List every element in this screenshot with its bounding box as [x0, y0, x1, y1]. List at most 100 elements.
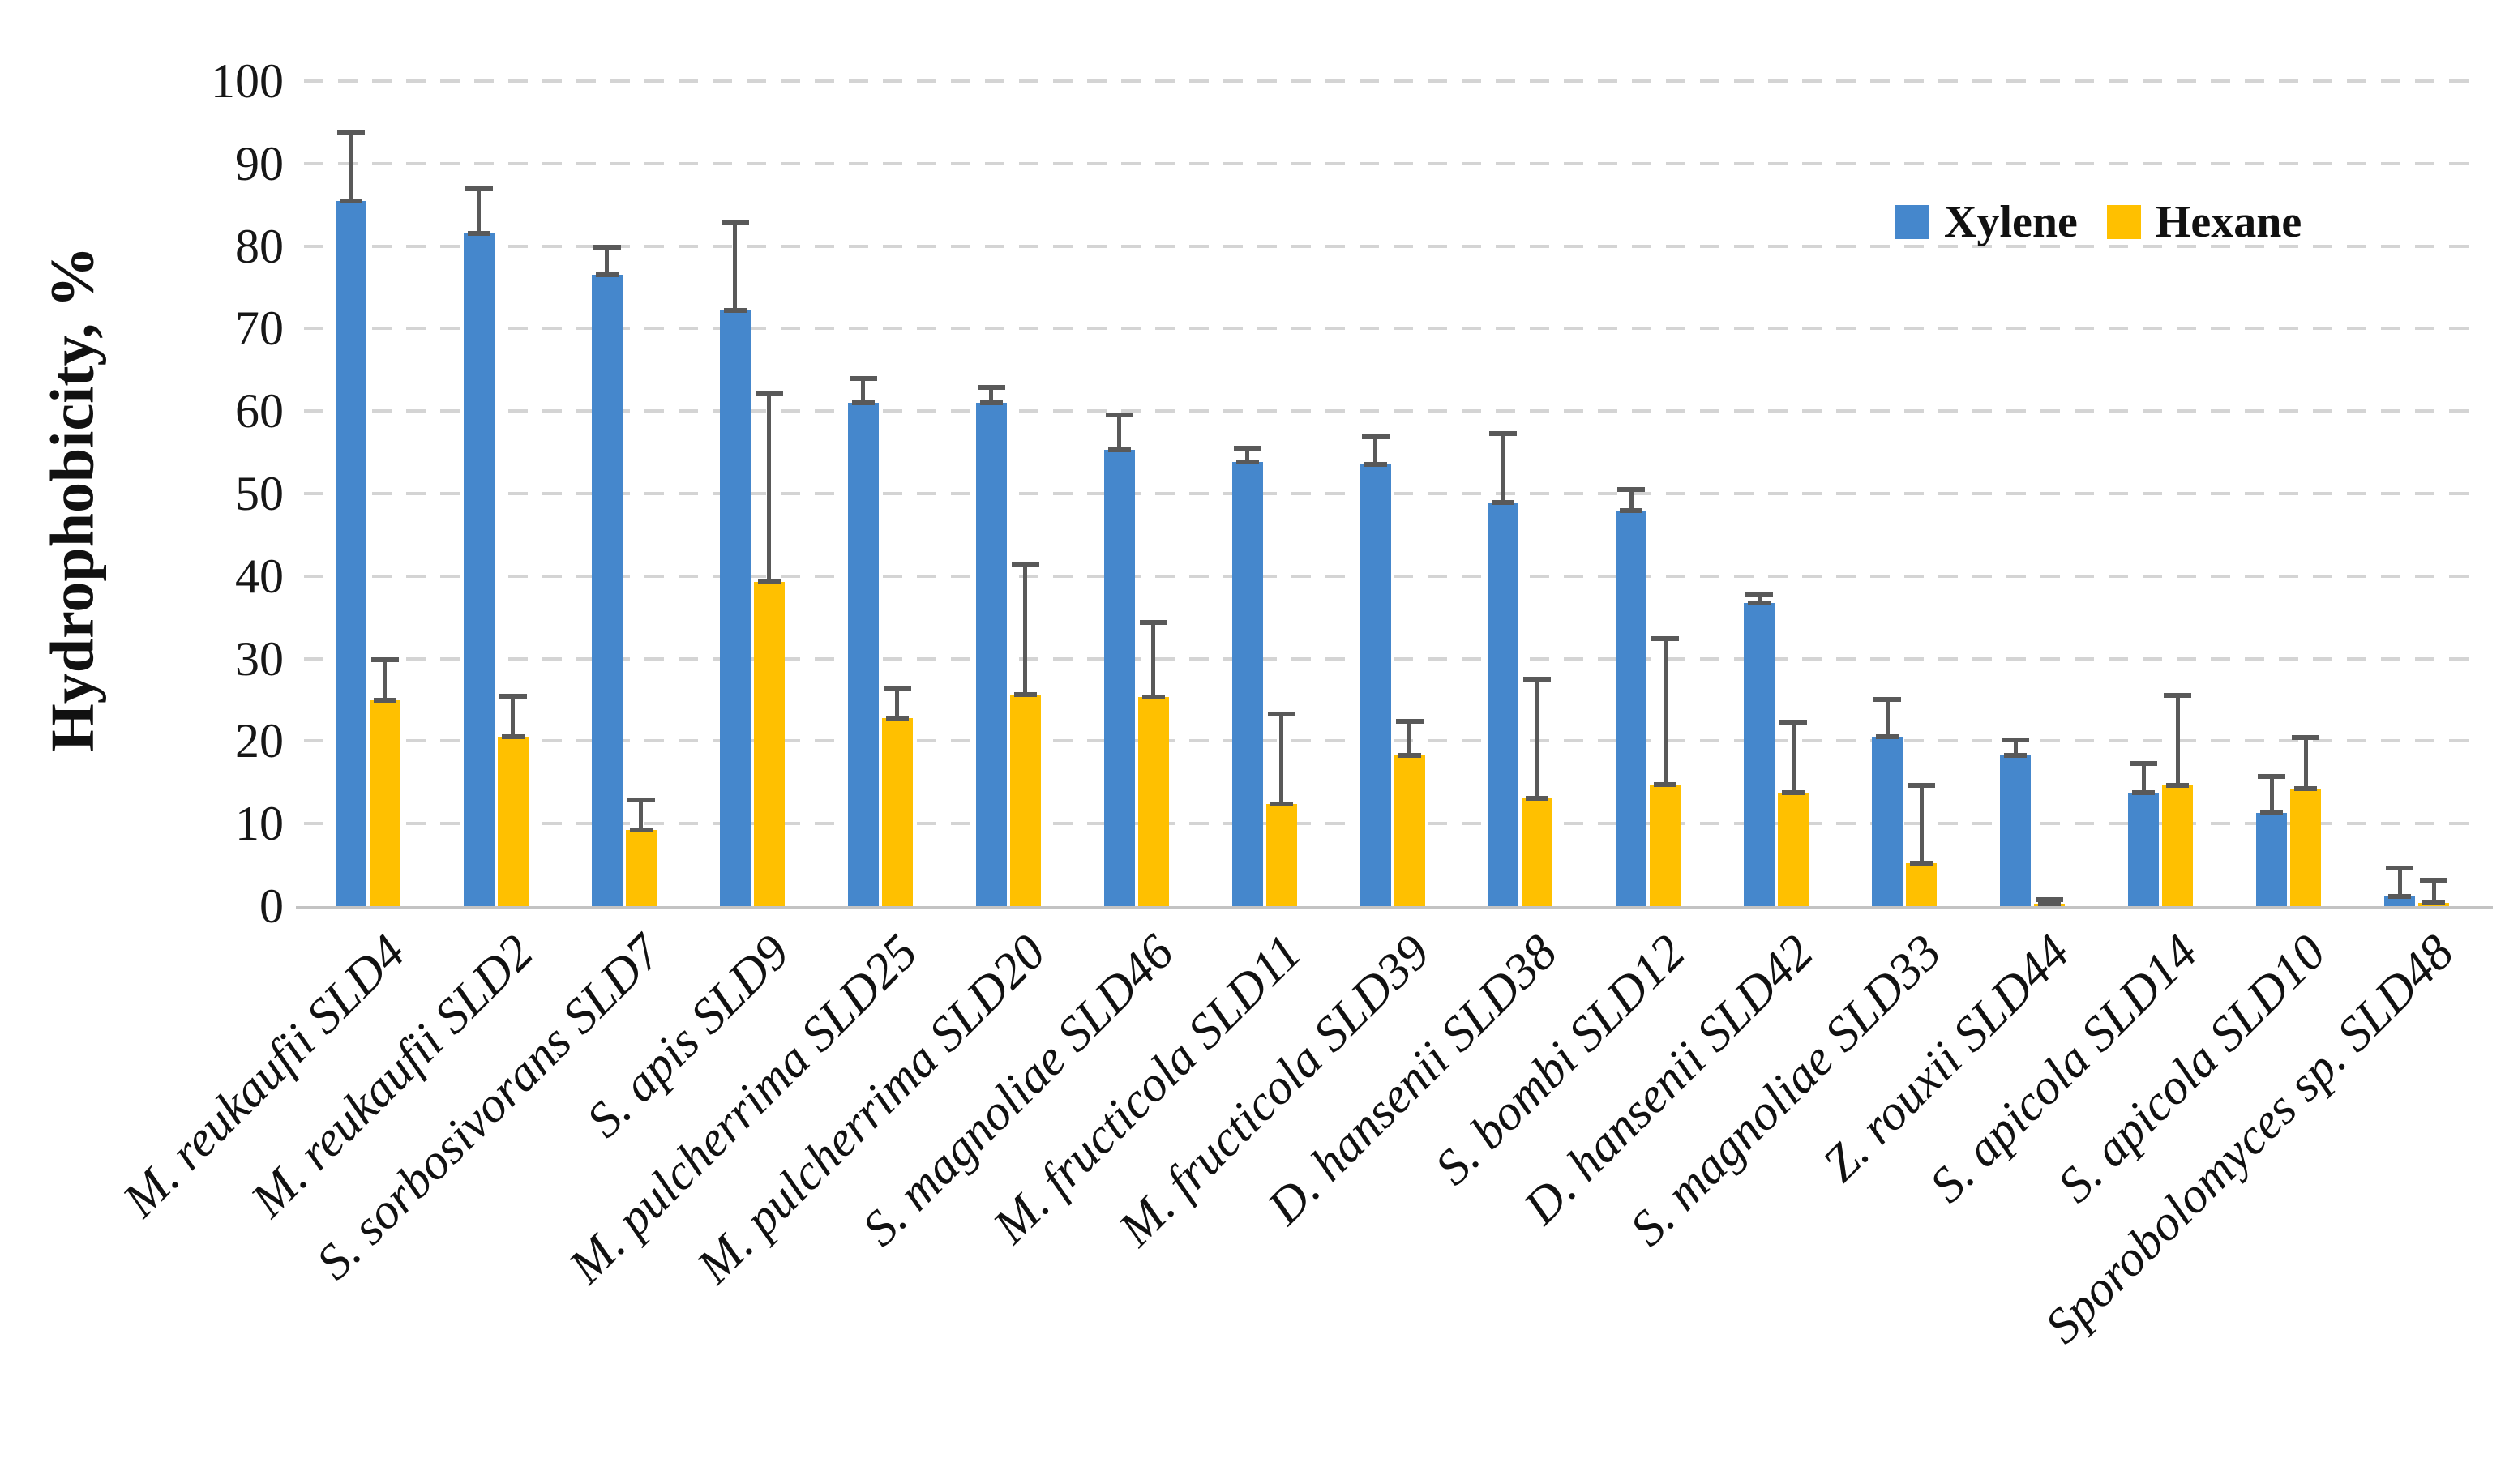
error-cap-top-xylene-3: [593, 244, 621, 250]
error-cap-top-hexane-15: [2164, 693, 2192, 699]
error-cap-top-hexane-13: [1908, 783, 1936, 789]
y-tick-label-90: 90: [235, 136, 284, 190]
error-cap-top-xylene-7: [1105, 413, 1133, 418]
y-tick-label-60: 60: [235, 384, 284, 438]
bar-xylene-6: [975, 403, 1007, 906]
bar-xylene-11: [1616, 511, 1647, 906]
bar-xylene-14: [2000, 755, 2032, 906]
error-bar-xylene-4: [733, 221, 738, 310]
y-tick-label-0: 0: [259, 879, 284, 933]
legend-label-xylene: Xylene: [1944, 197, 2078, 247]
bar-hexane-11: [1650, 785, 1681, 906]
error-bar-xylene-5: [861, 378, 866, 403]
y-tick-label-40: 40: [235, 549, 284, 603]
error-cap-bottom-hexane-8: [1270, 801, 1293, 806]
error-cap-top-xylene-8: [1233, 445, 1261, 451]
bar-xylene-7: [1103, 450, 1135, 906]
error-cap-top-hexane-4: [755, 390, 783, 396]
y-axis-title: Hydrophobicity, %: [38, 246, 107, 752]
error-cap-bottom-xylene-11: [1620, 508, 1643, 514]
error-cap-top-xylene-14: [2002, 738, 2030, 743]
error-cap-top-hexane-2: [499, 694, 527, 699]
bar-xylene-17: [2384, 896, 2416, 906]
error-cap-bottom-hexane-14: [2038, 900, 2062, 906]
error-bar-xylene-15: [2141, 762, 2146, 793]
error-cap-top-xylene-9: [1361, 434, 1390, 439]
error-cap-top-xylene-2: [465, 186, 493, 192]
error-bar-hexane-4: [767, 391, 772, 582]
error-cap-top-xylene-6: [977, 384, 1005, 390]
gridline-100: [304, 79, 2481, 83]
gridline-80: [304, 244, 2481, 248]
hexane-swatch-icon: [2106, 205, 2141, 239]
bar-hexane-7: [1137, 697, 1169, 906]
bar-hexane-8: [1265, 803, 1297, 906]
error-bar-hexane-3: [639, 798, 644, 831]
error-cap-bottom-xylene-5: [851, 400, 875, 406]
error-bar-hexane-7: [1151, 621, 1156, 698]
bar-xylene-1: [335, 200, 366, 906]
error-cap-bottom-xylene-2: [467, 231, 490, 237]
y-tick-label-10: 10: [235, 797, 284, 851]
error-cap-top-hexane-12: [1779, 719, 1808, 725]
error-bar-hexane-10: [1535, 678, 1539, 798]
bar-hexane-16: [2290, 789, 2322, 906]
bar-xylene-8: [1231, 462, 1263, 906]
error-bar-hexane-8: [1279, 712, 1284, 804]
error-cap-bottom-xylene-6: [979, 400, 1003, 406]
error-cap-bottom-xylene-15: [2132, 789, 2156, 795]
gridline-60: [304, 409, 2481, 413]
error-cap-bottom-xylene-7: [1107, 447, 1131, 453]
bar-xylene-10: [1488, 503, 1519, 906]
error-cap-bottom-xylene-12: [1748, 601, 1771, 606]
error-cap-bottom-xylene-17: [2388, 893, 2412, 899]
error-bar-xylene-13: [1885, 699, 1890, 738]
error-cap-bottom-hexane-12: [1782, 789, 1805, 795]
bar-hexane-5: [881, 717, 913, 906]
y-tick-label-100: 100: [211, 54, 284, 108]
error-cap-bottom-hexane-16: [2294, 786, 2318, 792]
xylene-swatch-icon: [1895, 205, 1929, 239]
error-cap-top-xylene-12: [1745, 592, 1774, 597]
chart-legend: Xylene Hexane: [1895, 199, 2302, 245]
error-cap-top-hexane-7: [1139, 619, 1167, 625]
error-cap-bottom-hexane-13: [1910, 861, 1933, 866]
bar-hexane-3: [625, 830, 657, 906]
error-cap-top-xylene-4: [721, 220, 749, 225]
y-tick-label-50: 50: [235, 467, 284, 520]
error-cap-bottom-hexane-2: [501, 734, 525, 740]
error-bar-xylene-8: [1245, 447, 1250, 463]
error-cap-top-xylene-10: [1489, 430, 1518, 436]
error-bar-xylene-10: [1501, 432, 1505, 503]
bar-xylene-3: [591, 275, 623, 906]
legend-label-hexane: Hexane: [2155, 197, 2302, 247]
error-cap-bottom-xylene-9: [1364, 462, 1387, 468]
error-cap-top-xylene-1: [336, 130, 365, 135]
error-cap-bottom-hexane-15: [2166, 783, 2190, 789]
bar-hexane-12: [1778, 792, 1809, 906]
error-bar-hexane-16: [2303, 737, 2308, 789]
error-cap-top-hexane-1: [370, 656, 399, 662]
error-cap-bottom-xylene-4: [723, 308, 747, 313]
error-cap-top-xylene-5: [849, 376, 877, 382]
bar-hexane-10: [1522, 798, 1553, 906]
gridline-50: [304, 492, 2481, 495]
error-cap-top-hexane-11: [1651, 636, 1680, 642]
error-cap-bottom-xylene-8: [1235, 460, 1259, 465]
error-bar-xylene-9: [1373, 435, 1377, 465]
error-cap-top-hexane-14: [2036, 896, 2064, 902]
error-cap-top-xylene-11: [1617, 486, 1646, 492]
error-bar-hexane-1: [383, 658, 388, 700]
error-bar-xylene-1: [349, 131, 353, 201]
bar-xylene-12: [1744, 603, 1775, 906]
bar-hexane-4: [753, 581, 785, 906]
error-bar-xylene-12: [1757, 593, 1762, 604]
bar-xylene-13: [1872, 737, 1903, 906]
error-cap-bottom-xylene-13: [1876, 734, 1899, 740]
bar-hexane-6: [1009, 695, 1041, 906]
x-axis-line: [296, 906, 2493, 909]
error-bar-xylene-6: [989, 386, 994, 404]
error-cap-top-hexane-16: [2292, 735, 2320, 741]
bar-xylene-2: [463, 233, 495, 906]
